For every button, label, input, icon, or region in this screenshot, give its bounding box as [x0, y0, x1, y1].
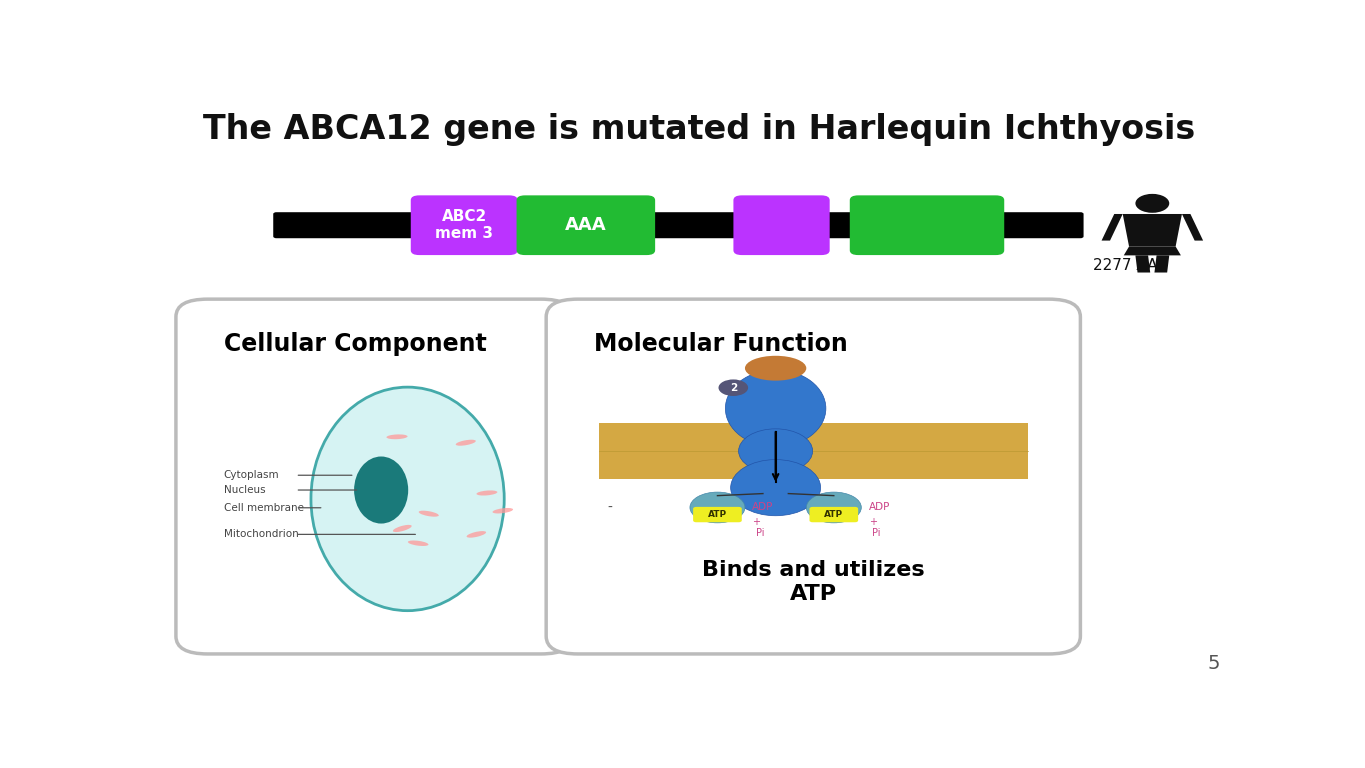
Text: Pi: Pi — [872, 528, 880, 538]
Text: 2277 AA: 2277 AA — [1093, 258, 1158, 273]
FancyBboxPatch shape — [599, 423, 1028, 479]
Polygon shape — [1182, 214, 1203, 240]
FancyBboxPatch shape — [693, 507, 741, 522]
Circle shape — [689, 492, 745, 523]
Text: AAA: AAA — [565, 217, 606, 234]
Polygon shape — [1123, 214, 1182, 247]
FancyBboxPatch shape — [809, 507, 859, 522]
Ellipse shape — [393, 525, 412, 532]
Text: ADP: ADP — [752, 502, 774, 512]
Text: The ABCA12 gene is mutated in Harlequin Ichthyosis: The ABCA12 gene is mutated in Harlequin … — [203, 113, 1196, 146]
Ellipse shape — [386, 435, 408, 439]
Ellipse shape — [738, 429, 812, 473]
Polygon shape — [1123, 247, 1181, 256]
Ellipse shape — [408, 541, 429, 546]
Text: Mitochondrion: Mitochondrion — [224, 529, 299, 539]
Text: ADP: ADP — [868, 502, 890, 512]
Text: ATP: ATP — [824, 510, 844, 519]
Text: -: - — [607, 501, 612, 515]
Text: Pi: Pi — [755, 528, 764, 538]
Polygon shape — [1136, 256, 1151, 273]
Ellipse shape — [745, 356, 807, 381]
Polygon shape — [1155, 256, 1170, 273]
Text: ATP: ATP — [708, 510, 728, 519]
Text: Cellular Component: Cellular Component — [224, 332, 486, 356]
Text: +: + — [752, 518, 760, 528]
Ellipse shape — [311, 387, 504, 611]
Circle shape — [718, 379, 748, 396]
Text: 2: 2 — [730, 382, 737, 392]
FancyBboxPatch shape — [411, 195, 517, 255]
Text: 5: 5 — [1208, 654, 1220, 673]
FancyBboxPatch shape — [273, 212, 1084, 238]
Ellipse shape — [476, 491, 497, 495]
Ellipse shape — [456, 440, 476, 445]
Circle shape — [807, 492, 861, 523]
Polygon shape — [1102, 214, 1123, 240]
FancyBboxPatch shape — [516, 195, 655, 255]
Ellipse shape — [467, 531, 486, 538]
Text: +: + — [868, 518, 876, 528]
FancyBboxPatch shape — [733, 195, 830, 255]
Text: Cytoplasm: Cytoplasm — [224, 470, 280, 480]
Circle shape — [1136, 194, 1170, 213]
Ellipse shape — [493, 508, 513, 514]
Ellipse shape — [730, 459, 820, 516]
Text: Cell membrane: Cell membrane — [224, 503, 303, 513]
Ellipse shape — [725, 370, 826, 447]
Ellipse shape — [354, 456, 408, 524]
FancyBboxPatch shape — [546, 299, 1081, 654]
FancyBboxPatch shape — [176, 299, 573, 654]
Text: Molecular Function: Molecular Function — [594, 332, 848, 356]
Ellipse shape — [419, 511, 438, 517]
Text: Binds and utilizes
ATP: Binds and utilizes ATP — [702, 561, 924, 604]
Text: Nucleus: Nucleus — [224, 485, 265, 495]
FancyBboxPatch shape — [850, 195, 1005, 255]
Text: ABC2
mem 3: ABC2 mem 3 — [435, 209, 493, 241]
